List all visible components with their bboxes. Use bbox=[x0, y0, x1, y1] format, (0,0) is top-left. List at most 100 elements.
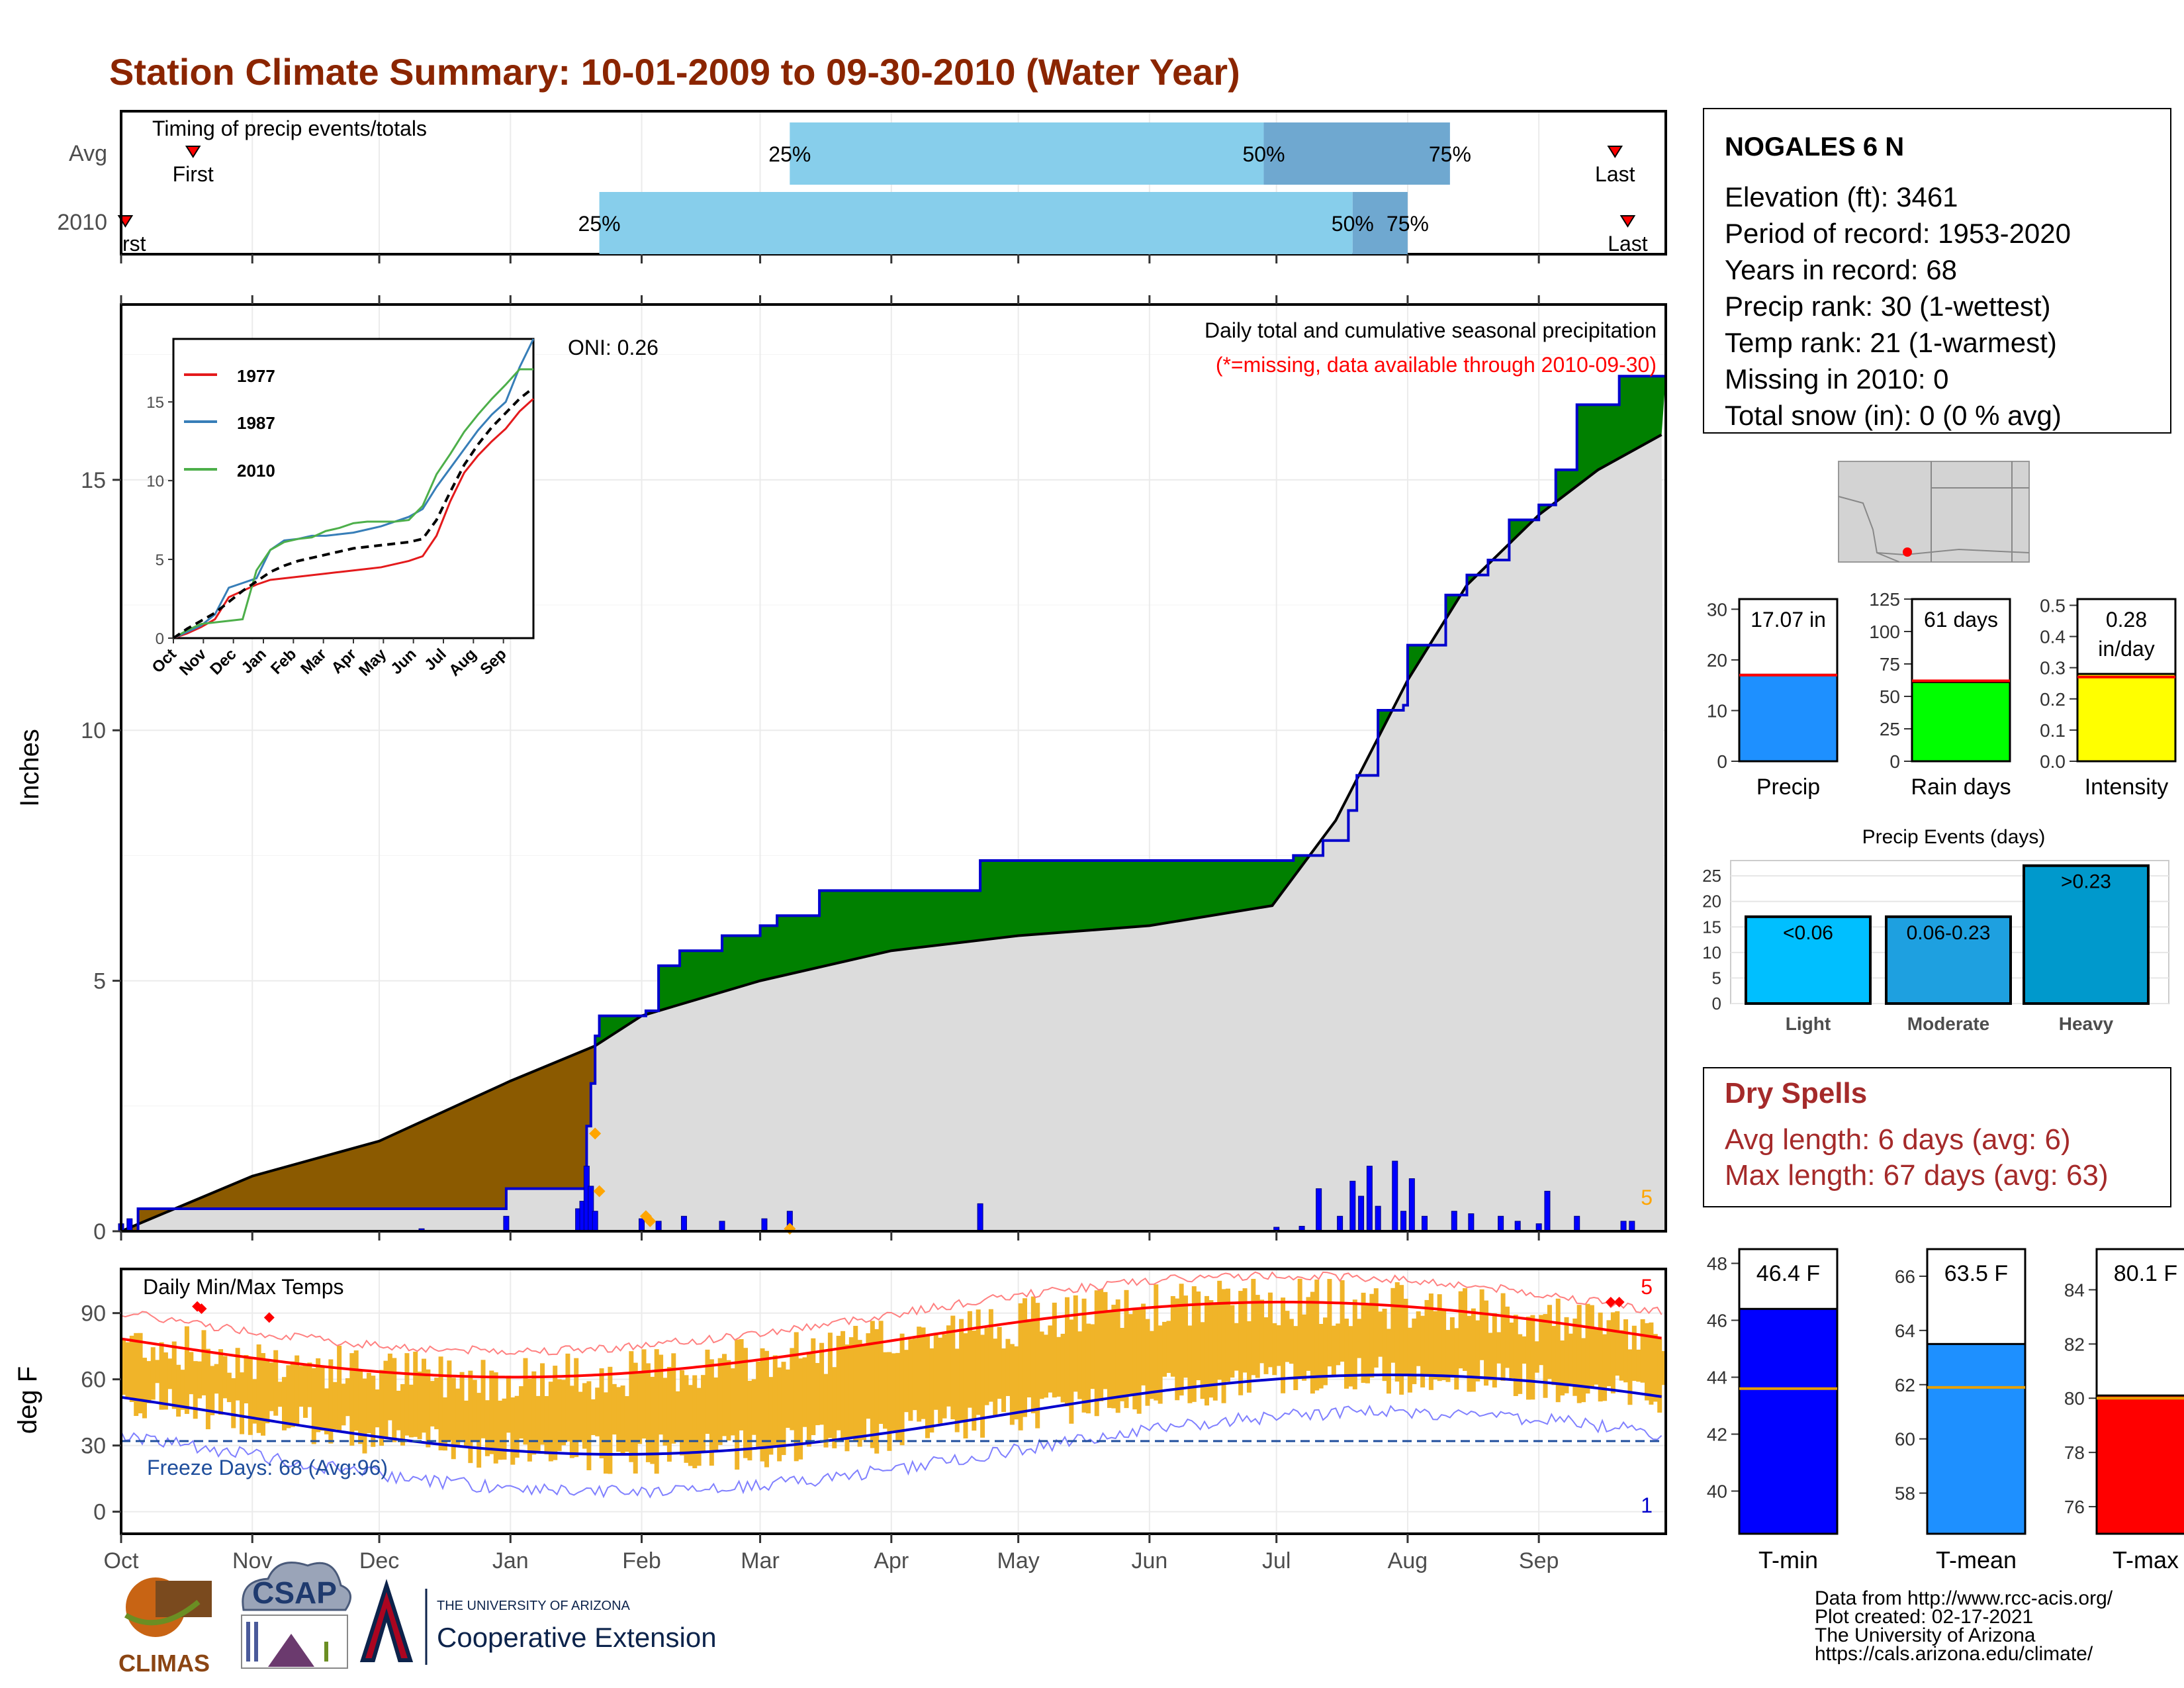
daily-temp-bar bbox=[201, 1330, 206, 1395]
daily-temp-bar bbox=[1615, 1311, 1620, 1376]
summary-ytick-label: 0.0 bbox=[2040, 751, 2066, 772]
daily-temp-bar bbox=[150, 1347, 156, 1400]
daily-precip-bar bbox=[503, 1215, 510, 1232]
max-record-count: 5 bbox=[1641, 1275, 1653, 1299]
daily-temp-bar bbox=[383, 1360, 388, 1438]
daily-temp-bar bbox=[1336, 1323, 1341, 1366]
daily-temp-bar bbox=[523, 1358, 528, 1445]
daily-temp-bar bbox=[666, 1367, 672, 1462]
temp-summary-ytick-label: 76 bbox=[2064, 1497, 2085, 1517]
avg-cumulative-area-late bbox=[595, 434, 1666, 1231]
csap-logo-text: CSAP bbox=[252, 1575, 337, 1610]
daily-temp-bar bbox=[1534, 1341, 1539, 1373]
daily-temp-bar bbox=[1509, 1322, 1514, 1379]
daily-temp-bar bbox=[696, 1387, 702, 1466]
daily-temp-bar bbox=[1204, 1295, 1209, 1406]
daily-temp-bar bbox=[184, 1326, 189, 1414]
timing-bar-q1 bbox=[790, 122, 1264, 185]
month-label: Dec bbox=[359, 1548, 399, 1573]
precip-ytick-label: 0 bbox=[93, 1219, 106, 1244]
daily-temp-bar bbox=[717, 1358, 723, 1445]
daily-precip-bar bbox=[126, 1218, 133, 1232]
summary-bar-value bbox=[1911, 680, 2011, 763]
daily-temp-bar bbox=[1505, 1306, 1510, 1368]
daily-temp-bar bbox=[1661, 1351, 1666, 1385]
daily-temp-bar bbox=[472, 1380, 477, 1441]
temp-summary-ytick-label: 42 bbox=[1707, 1425, 1727, 1445]
daily-temp-bar bbox=[561, 1380, 567, 1446]
daily-temp-bar bbox=[565, 1353, 570, 1442]
figure-title: Station Climate Summary: 10-01-2009 to 0… bbox=[109, 51, 1240, 93]
daily-temp-bar bbox=[705, 1349, 710, 1434]
daily-temp-bar bbox=[408, 1384, 414, 1438]
inset-line-1977 bbox=[173, 398, 535, 639]
daily-temp-bar bbox=[316, 1358, 321, 1432]
daily-temp-bar bbox=[1018, 1303, 1023, 1430]
daily-temp-bar bbox=[735, 1339, 740, 1470]
daily-temp-bar bbox=[311, 1368, 316, 1444]
daily-temp-bar bbox=[768, 1377, 774, 1455]
daily-temp-bar bbox=[891, 1353, 896, 1431]
daily-temp-bar bbox=[1390, 1288, 1396, 1363]
daily-temp-bar bbox=[1551, 1326, 1557, 1385]
daily-temp-bar bbox=[747, 1380, 752, 1461]
daily-temp-bar bbox=[163, 1352, 168, 1410]
precip-summary-bars: 0 10 20 30 17.07 in Precip 0 25 50 75 100 125 61 day… bbox=[1707, 589, 2177, 800]
daily-temp-bar bbox=[1263, 1317, 1269, 1374]
inset-legend-1977: 1977 bbox=[237, 366, 275, 386]
daily-temp-bar bbox=[688, 1385, 693, 1466]
daily-temp-bar bbox=[1103, 1291, 1108, 1389]
first-precip-marker bbox=[185, 146, 201, 158]
daily-temp-bar bbox=[1023, 1298, 1028, 1417]
daily-temp-bar bbox=[400, 1383, 406, 1446]
daily-temp-bar bbox=[933, 1333, 938, 1410]
daily-temp-bar bbox=[1454, 1328, 1459, 1390]
temp-panel: 0 30 60 90 Daily Min/Max Temps deg F Freeze… bbox=[13, 1268, 1667, 1573]
daily-temp-bar bbox=[1221, 1289, 1226, 1403]
daily-temp-bar bbox=[1394, 1282, 1400, 1382]
daily-temp-bar bbox=[1014, 1346, 1019, 1420]
daily-temp-bar bbox=[1069, 1319, 1074, 1424]
daily-temp-bar bbox=[1576, 1305, 1582, 1403]
daily-temp-bar bbox=[802, 1357, 807, 1427]
daily-temp-bar bbox=[1009, 1344, 1015, 1425]
daily-temp-bar bbox=[954, 1348, 960, 1432]
daily-temp-bar bbox=[493, 1372, 498, 1464]
summary-ytick-label: 10 bbox=[1707, 700, 1727, 721]
event-xlabel: Moderate bbox=[1907, 1013, 1989, 1034]
precip-events-title: Precip Events (days) bbox=[1862, 826, 2046, 848]
daily-temp-bar bbox=[1484, 1300, 1489, 1386]
inset-ytick-label: 5 bbox=[156, 551, 164, 569]
daily-temp-bar bbox=[442, 1397, 447, 1451]
event-marker bbox=[593, 1185, 606, 1197]
daily-temp-bar bbox=[235, 1348, 240, 1401]
daily-temp-bar bbox=[751, 1379, 756, 1435]
daily-temp-bar bbox=[341, 1383, 346, 1426]
location-map bbox=[1838, 461, 2030, 563]
daily-temp-bar bbox=[756, 1361, 761, 1447]
daily-temp-bar bbox=[1154, 1284, 1159, 1401]
daily-temp-bar bbox=[328, 1359, 334, 1444]
credits: Data from http://www.rcc-acis.org/ Plot … bbox=[1815, 1587, 2113, 1665]
daily-temp-bar bbox=[544, 1395, 549, 1455]
daily-temp-bar bbox=[862, 1345, 867, 1440]
record-max-line bbox=[120, 1271, 1662, 1356]
daily-temp-bar bbox=[290, 1361, 295, 1427]
daily-temp-bar bbox=[574, 1358, 579, 1458]
daily-temp-bar bbox=[298, 1366, 304, 1407]
timing-label: Timing of precip events/totals bbox=[152, 117, 427, 140]
daily-temp-bar bbox=[484, 1400, 490, 1456]
temp-summary-label: 46.4 F bbox=[1756, 1261, 1820, 1286]
precip-subtitle: Daily total and cumulative seasonal prec… bbox=[1205, 318, 1657, 342]
daily-temp-bar bbox=[1001, 1348, 1007, 1413]
daily-temp-bar bbox=[451, 1378, 456, 1460]
event-xlabel: Light bbox=[1786, 1013, 1831, 1034]
daily-temp-bar bbox=[1631, 1325, 1637, 1382]
daily-precip-bar bbox=[1358, 1196, 1365, 1232]
daily-temp-bar bbox=[823, 1374, 829, 1448]
daily-temp-bar bbox=[887, 1352, 892, 1451]
daily-temp-bar bbox=[659, 1354, 664, 1435]
daily-precip-bar bbox=[1337, 1215, 1343, 1232]
daily-temp-bar bbox=[193, 1361, 198, 1419]
daily-temp-bar bbox=[680, 1370, 685, 1456]
